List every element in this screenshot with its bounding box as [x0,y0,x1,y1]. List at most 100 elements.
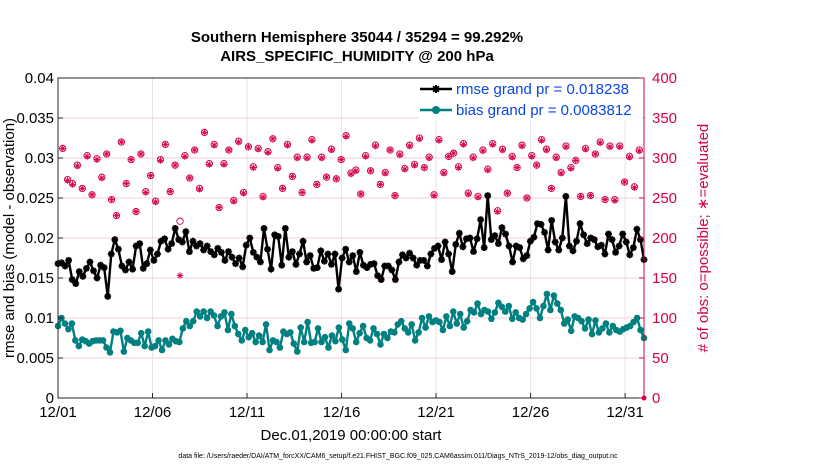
y-tick-label: 0.025 [16,190,54,207]
bias-point [470,309,478,316]
rmse-point [338,254,346,262]
bias-point [453,320,461,327]
bias-point [411,337,419,344]
y-right-tick-label: 350 [652,110,677,127]
bias-point [463,317,471,325]
rmse-point [349,252,357,259]
obs-evaluated-marker [59,145,67,152]
obs-evaluated-marker [435,137,443,144]
obs-evaluated-marker [230,197,238,205]
obs-evaluated-marker [157,157,164,164]
bias-point [474,300,481,307]
rmse-point [534,220,541,227]
rmse-point [97,261,105,269]
rmse-point [122,266,129,274]
rmse-point [494,240,502,247]
rmse-point [65,257,73,264]
rmse-point [157,237,165,245]
obs-evaluated-marker [523,194,531,202]
obs-evaluated-marker [626,153,633,161]
obs-evaluated-marker [484,166,492,174]
obs-evaluated-marker [548,185,555,192]
rmse-point [431,245,438,252]
rmse-point [381,262,389,270]
rmse-point [214,245,222,252]
obs-evaluated-marker [406,142,413,150]
obs-evaluated-marker [293,154,301,162]
y-tick-label: 0.04 [25,70,54,87]
rmse-point [569,247,577,255]
series-line-rmse [57,194,646,298]
bias-point [384,334,391,342]
y-right-tick-label: 400 [652,70,677,87]
bias-point [134,339,142,347]
y-axis-label: rmse and bias (model - observation) [1,118,18,358]
obs-evaluated-marker [181,153,189,160]
bias-point [141,342,148,350]
rmse-point [228,253,236,261]
chart-title: Southern Hemisphere 35044 / 35294 = 99.2… [191,29,523,46]
bias-point [65,325,72,333]
rmse-point [615,242,623,250]
rmse-point [445,250,453,258]
bias-point [567,327,575,335]
obs-evaluated-marker [445,153,453,160]
rmse-point [356,249,364,256]
obs-evaluated-marker [74,162,81,170]
obs-evaluated-marker [269,135,277,143]
obs-evaluated-marker [303,154,311,162]
rmse-point [526,237,534,245]
obs-evaluated-marker [528,153,536,160]
obs-evaluated-marker [381,169,389,177]
y-tick-label: 0.03 [25,150,54,167]
bias-point [543,290,551,298]
rmse-point [487,236,495,243]
rmse-point [242,241,250,249]
bias-point [72,337,79,344]
obs-evaluated-marker [220,161,228,168]
bias-point [293,348,301,355]
rmse-point [466,234,474,242]
rmse-point [427,250,435,258]
plot-area [54,128,648,356]
rmse-point [498,224,506,231]
y-tick-label: 0.015 [16,270,54,287]
obs-evaluated-marker [352,167,360,175]
obs-evaluated-marker [631,184,638,191]
rmse-point [420,257,428,264]
rmse-point [619,230,627,238]
rmse-point [434,242,442,250]
bias-point [554,300,561,307]
bias-point [151,342,159,350]
bias-point [186,322,194,330]
rmse-point [583,240,591,247]
rmse-point [473,235,481,243]
obs-evaluated-marker [508,153,516,161]
bias-point [349,325,357,332]
rmse-point [171,225,179,232]
bias-point [210,312,218,319]
bias-point [335,324,343,331]
obs-evaluated-marker [562,143,570,151]
x-axis: 12/01 12/06 12/11 12/16 12/21 12/26 12/31 [39,393,644,421]
bias-point [266,346,273,354]
rmse-point [189,237,197,245]
obs-evaluated-marker [93,156,101,163]
rmse-point [129,265,136,273]
rmse-point [292,261,300,268]
obs-evaluated-marker [142,189,150,196]
y-axis-right-label: # of obs: o=possible; ∗=evaluated [695,124,712,353]
y-right-tick-label: 150 [652,270,677,287]
obs-evaluated-marker [289,173,296,180]
obs-evaluated-marker [103,150,110,158]
obs-evaluated-marker [308,137,316,144]
obs-evaluated-marker [450,149,457,157]
bias-point [581,325,589,332]
bias-point [488,315,495,323]
rmse-point [477,216,485,223]
rmse-point [367,261,374,268]
obs-evaluated-marker [582,145,589,153]
rmse-point [104,293,112,300]
rmse-point [331,250,339,258]
bias-point [339,336,346,343]
